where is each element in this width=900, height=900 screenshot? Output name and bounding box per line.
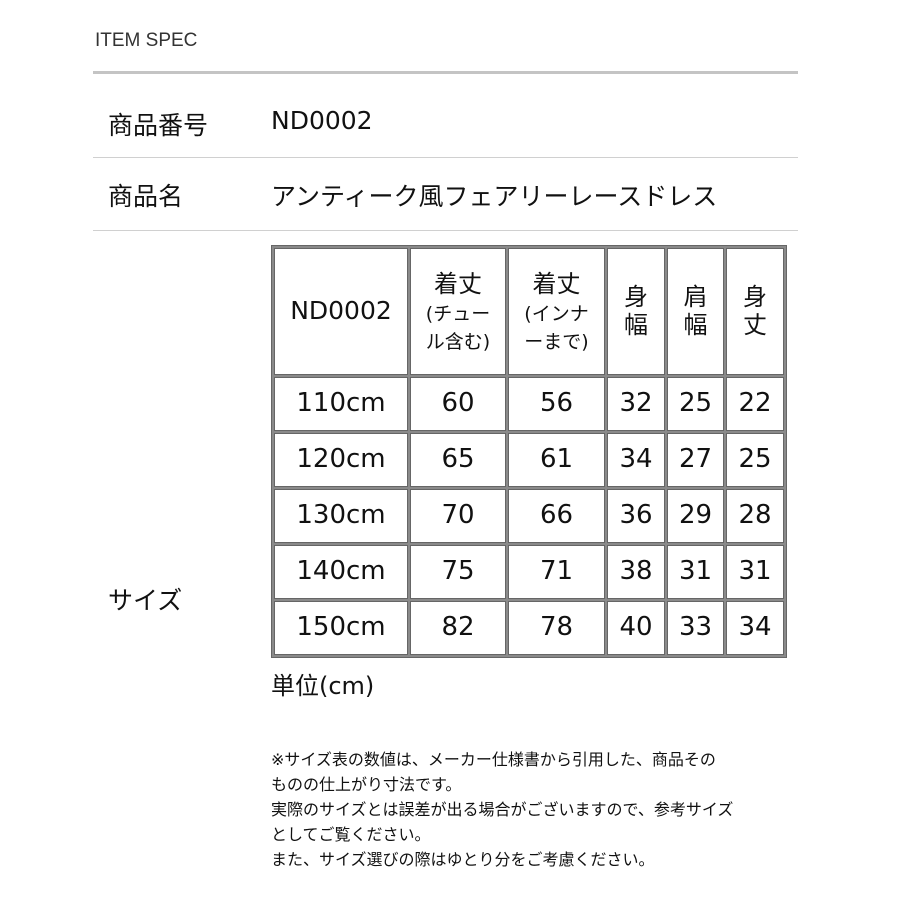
measurement-cell: 36	[607, 489, 665, 543]
note-line: また、サイズ選びの際はゆとり分をご考慮ください。	[271, 850, 655, 869]
product-number-label: 商品番号	[108, 111, 209, 140]
measurement-cell: 56	[508, 377, 605, 431]
header-line: 丈	[743, 310, 767, 339]
measurement-cell: 33	[667, 601, 724, 655]
unit-note: 単位(cm)	[271, 672, 375, 700]
header-line: ND0002	[290, 296, 392, 326]
header-line: 身	[624, 282, 648, 311]
size-label: サイズ	[108, 586, 183, 615]
measurement-cell: 38	[607, 545, 665, 599]
table-header-cell: 着丈 (チュール含む)	[410, 248, 506, 375]
measurement-cell: 61	[508, 433, 605, 487]
table-row: 130cm 70 66 36 29 28	[274, 489, 784, 543]
measurement-cell: 27	[667, 433, 724, 487]
size-table: ND0002 着丈 (チュー ル含む) 着丈 (インナ ーまで) 身幅肩幅身丈 110cm 60…	[271, 245, 787, 658]
note-line: としてご覧ください。	[271, 825, 431, 844]
table-header-cell: 身幅	[607, 248, 665, 375]
row-divider	[93, 230, 798, 231]
size-notes: ※サイズ表の数値は、メーカー仕様書から引用した、商品その ものの仕上がり寸法です。…	[271, 747, 801, 872]
header-line: ーまで)	[524, 330, 589, 353]
header-line: 幅	[624, 310, 648, 339]
measurement-cell: 60	[410, 377, 506, 431]
size-cell: 150cm	[274, 601, 408, 655]
measurement-cell: 71	[508, 545, 605, 599]
measurement-cell: 31	[667, 545, 724, 599]
note-line: 実際のサイズとは誤差が出る場合がございますので、参考サイズ	[271, 800, 734, 819]
measurement-cell: 34	[607, 433, 665, 487]
measurement-cell: 40	[607, 601, 665, 655]
product-name-label: 商品名	[108, 182, 184, 211]
measurement-cell: 25	[726, 433, 784, 487]
table-header-cell: 身丈	[726, 248, 784, 375]
note-line: ものの仕上がり寸法です。	[271, 775, 462, 794]
measurement-cell: 28	[726, 489, 784, 543]
measurement-cell: 82	[410, 601, 506, 655]
header-line: 着丈	[434, 269, 482, 298]
product-number-value: ND0002	[271, 106, 373, 135]
measurement-cell: 25	[667, 377, 724, 431]
table-row: 140cm 75 71 38 31 31	[274, 545, 784, 599]
measurement-cell: 22	[726, 377, 784, 431]
table-row: 150cm 82 78 40 33 34	[274, 601, 784, 655]
measurement-cell: 66	[508, 489, 605, 543]
measurement-cell: 65	[410, 433, 506, 487]
title-divider	[93, 71, 798, 74]
header-line: 身	[743, 282, 767, 311]
measurement-cell: 31	[726, 545, 784, 599]
header-line: (チュー	[425, 303, 491, 326]
measurement-cell: 70	[410, 489, 506, 543]
measurement-cell: 75	[410, 545, 506, 599]
table-header-cell: 肩幅	[667, 248, 724, 375]
table-header-cell: 着丈 (インナーまで)	[508, 248, 605, 375]
header-line: 肩	[683, 282, 708, 311]
measurement-cell: 34	[726, 601, 784, 655]
header-line: (インナ	[524, 303, 589, 326]
measurement-cell: 29	[667, 489, 724, 543]
row-divider	[93, 157, 798, 158]
note-line: ※サイズ表の数値は、メーカー仕様書から引用した、商品その	[271, 750, 716, 769]
table-row: 110cm 60 56 32 25 22	[274, 377, 784, 431]
header-line: ル含む)	[425, 330, 491, 353]
size-cell: 130cm	[274, 489, 408, 543]
size-cell: 110cm	[274, 377, 408, 431]
product-name-value: アンティーク風フェアリーレースドレス	[271, 182, 718, 211]
measurement-cell: 32	[607, 377, 665, 431]
section-title: ITEM SPEC	[95, 30, 198, 51]
measurement-cell: 78	[508, 601, 605, 655]
table-header-row: ND0002 着丈 (チュー ル含む) 着丈 (インナ ーまで) 身幅肩幅身丈	[274, 248, 784, 375]
table-row: 120cm 65 61 34 27 25	[274, 433, 784, 487]
size-cell: 140cm	[274, 545, 408, 599]
size-cell: 120cm	[274, 433, 408, 487]
header-line: 幅	[683, 310, 708, 339]
table-header-cell: ND0002	[274, 248, 408, 375]
header-line: 着丈	[532, 269, 581, 298]
